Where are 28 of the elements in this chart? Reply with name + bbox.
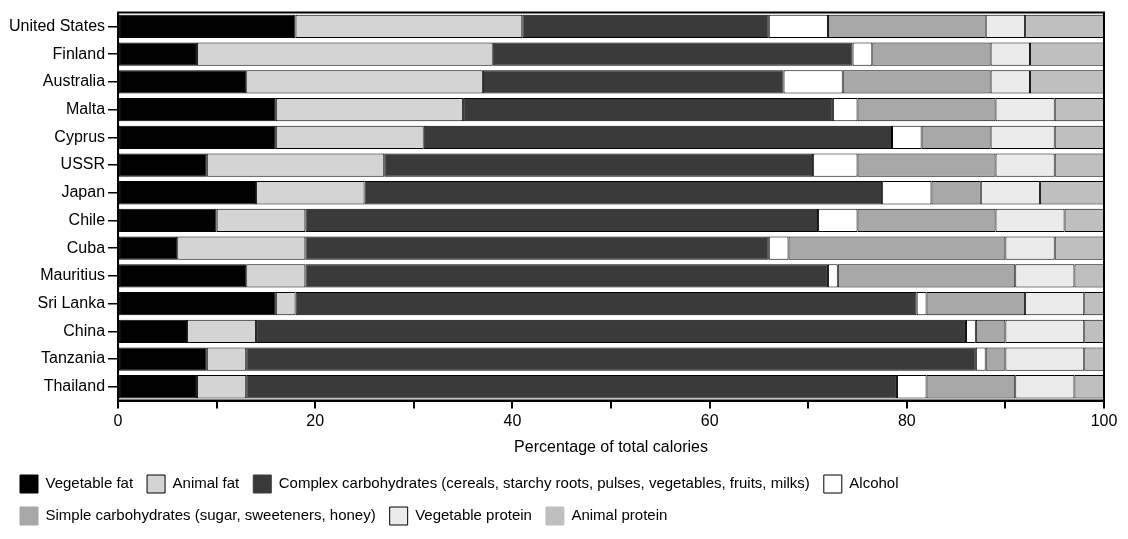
y-tick-label: Australia [42,72,106,90]
legend-label: Animal fat [172,474,241,492]
y-tick-label: Finland [52,44,106,62]
legend-label: Vegetable fat [45,474,134,492]
x-tick-label: 0 [113,411,123,429]
y-tick-label: China [63,321,106,339]
legend-label: Complex carbohydrates (cereals, starchy roots, pulses, vegetables, fruits, milks) [278,474,810,492]
y-tick-label: Sri Lanka [37,294,106,312]
legend-label: Animal protein [571,506,668,524]
y-tick-label: United States [8,16,106,34]
y-tick-label: USSR [60,155,106,173]
y-tick-label: Thailand [43,377,106,395]
x-tick-label: 40 [503,411,522,429]
x-tick-label: 100 [1090,411,1118,429]
legend-label: Alcohol [849,474,899,492]
y-tick-label: Chile [68,210,106,228]
y-tick-label: Malta [65,100,106,118]
y-tick-label: Tanzania [41,349,106,367]
y-tick-label: Cuba [66,238,106,256]
x-tick-label: 80 [897,411,916,429]
y-tick-label: Japan [61,183,106,201]
x-tick-label: 20 [306,411,325,429]
y-tick-label: Cyprus [54,127,106,145]
x-axis-title: Percentage of total calories [514,437,708,455]
y-tick-label: Mauritius [40,266,106,284]
x-tick-label: 60 [700,411,719,429]
legend-label: Simple carbohydrates (sugar, sweeteners, honey) [45,506,376,524]
legend-label: Vegetable protein [415,506,532,524]
